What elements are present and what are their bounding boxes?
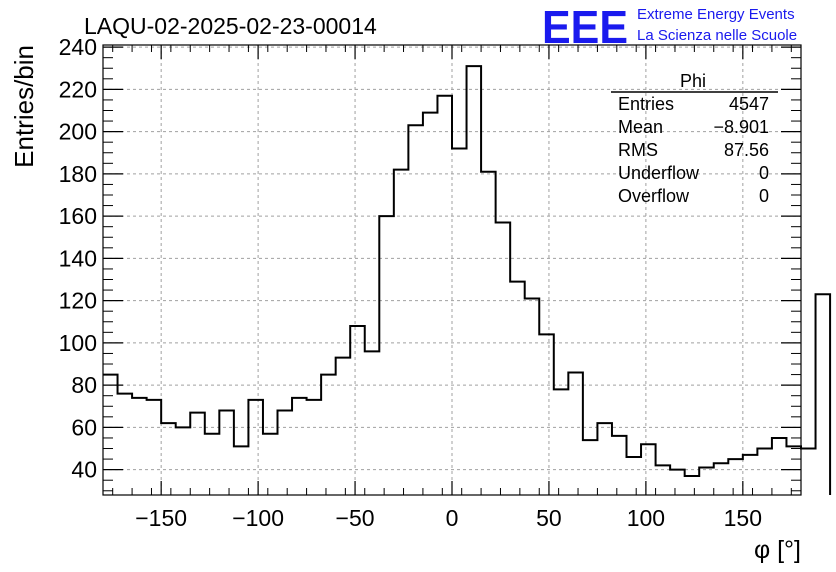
y-tick-label: 200 xyxy=(59,119,97,145)
x-tick-label: 0 xyxy=(446,505,459,531)
histogram-bin xyxy=(743,455,758,495)
histogram-bin xyxy=(757,449,772,495)
histogram-bin xyxy=(365,351,380,495)
histogram-bin xyxy=(394,170,409,495)
logo-line-1: Extreme Energy Events xyxy=(637,6,795,23)
histogram-bin xyxy=(786,446,801,495)
histogram-bin xyxy=(568,372,583,495)
stats-value: 4547 xyxy=(729,94,769,114)
y-tick-label: 160 xyxy=(59,203,97,229)
y-tick-label: 80 xyxy=(71,372,97,398)
stats-label: RMS xyxy=(618,140,658,160)
y-tick-label: 120 xyxy=(59,288,97,314)
y-tick-label: 220 xyxy=(59,76,97,102)
histogram-bin xyxy=(525,299,540,495)
x-tick-labels: −150 −100 −50 0 50 100 150 xyxy=(135,505,762,531)
histogram-bin xyxy=(699,468,714,495)
histogram-bin xyxy=(234,446,249,495)
histogram-bin xyxy=(147,400,162,495)
histogram-bin xyxy=(176,427,191,495)
stats-box: Phi Entries 4547 Mean −8.901 RMS 87.56 Underfl… xyxy=(611,71,778,206)
stats-value: 0 xyxy=(759,186,769,206)
histogram-bin xyxy=(612,436,627,495)
y-tick-label: 240 xyxy=(59,34,97,60)
histogram-bin xyxy=(772,438,787,495)
histogram-bin xyxy=(816,294,831,495)
histogram-bin xyxy=(467,66,482,495)
histogram-bin xyxy=(118,394,133,495)
histogram-bin xyxy=(728,459,743,495)
histogram-bin xyxy=(219,410,234,495)
histogram-bin xyxy=(627,457,642,495)
y-tick-label: 140 xyxy=(59,245,97,271)
y-tick-label: 100 xyxy=(59,330,97,356)
histogram-bin xyxy=(714,463,729,495)
histogram-bin xyxy=(481,172,496,495)
y-tick-label: 180 xyxy=(59,161,97,187)
histogram-bin xyxy=(190,413,205,495)
histogram-bin xyxy=(307,400,322,495)
histogram-bin xyxy=(292,398,307,495)
histogram-bin xyxy=(437,96,452,495)
histogram-bin xyxy=(423,113,438,495)
histogram-bin xyxy=(205,434,220,495)
histogram-bin xyxy=(583,440,598,495)
histogram-bin xyxy=(321,375,336,495)
x-tick-label: −150 xyxy=(135,505,187,531)
histogram-bin xyxy=(336,358,351,495)
histogram-bin xyxy=(685,476,700,495)
histogram-bin xyxy=(510,282,525,495)
histogram-bin xyxy=(670,470,685,495)
histogram-bin xyxy=(408,125,423,495)
histogram-outline xyxy=(103,65,832,495)
y-tick-labels: 40 60 80 100 120 140 160 180 200 220 240 xyxy=(59,34,97,483)
histogram-bin xyxy=(263,434,278,495)
y-tick-label: 40 xyxy=(71,457,97,483)
eee-logo-mark: EEE xyxy=(542,1,628,53)
histogram-bin xyxy=(132,398,147,495)
stats-label: Mean xyxy=(618,117,663,137)
chart-title: LAQU-02-2025-02-23-00014 xyxy=(84,13,377,39)
histogram-bin xyxy=(554,389,569,495)
stats-label: Entries xyxy=(618,94,674,114)
x-tick-label: 150 xyxy=(724,505,762,531)
stats-title: Phi xyxy=(680,71,706,91)
histogram-bin xyxy=(161,423,176,495)
x-tick-label: 50 xyxy=(536,505,562,531)
y-axis-label: Entries/bin xyxy=(9,45,39,168)
x-axis-label: φ [°] xyxy=(754,536,801,564)
x-tick-label: 100 xyxy=(627,505,665,531)
stats-label: Underflow xyxy=(618,163,700,183)
x-tick-label: −50 xyxy=(336,505,375,531)
histogram-bin xyxy=(597,423,612,495)
stats-value: 87.56 xyxy=(724,140,769,160)
x-tick-label: −100 xyxy=(232,505,284,531)
stats-label: Overflow xyxy=(618,186,690,206)
histogram-bin xyxy=(496,222,511,495)
logo-line-2: La Scienza nelle Scuole xyxy=(637,27,797,44)
grid xyxy=(103,45,801,495)
axis-ticks xyxy=(103,45,801,495)
histogram-bin xyxy=(539,334,554,495)
histogram-bin xyxy=(248,400,263,495)
histogram-bin xyxy=(278,410,293,495)
histogram-bin xyxy=(452,149,467,495)
histogram-bin xyxy=(103,375,118,495)
stats-value: 0 xyxy=(759,163,769,183)
histogram-bin xyxy=(801,449,816,495)
stats-value: −8.901 xyxy=(713,117,769,137)
y-tick-label: 60 xyxy=(71,414,97,440)
